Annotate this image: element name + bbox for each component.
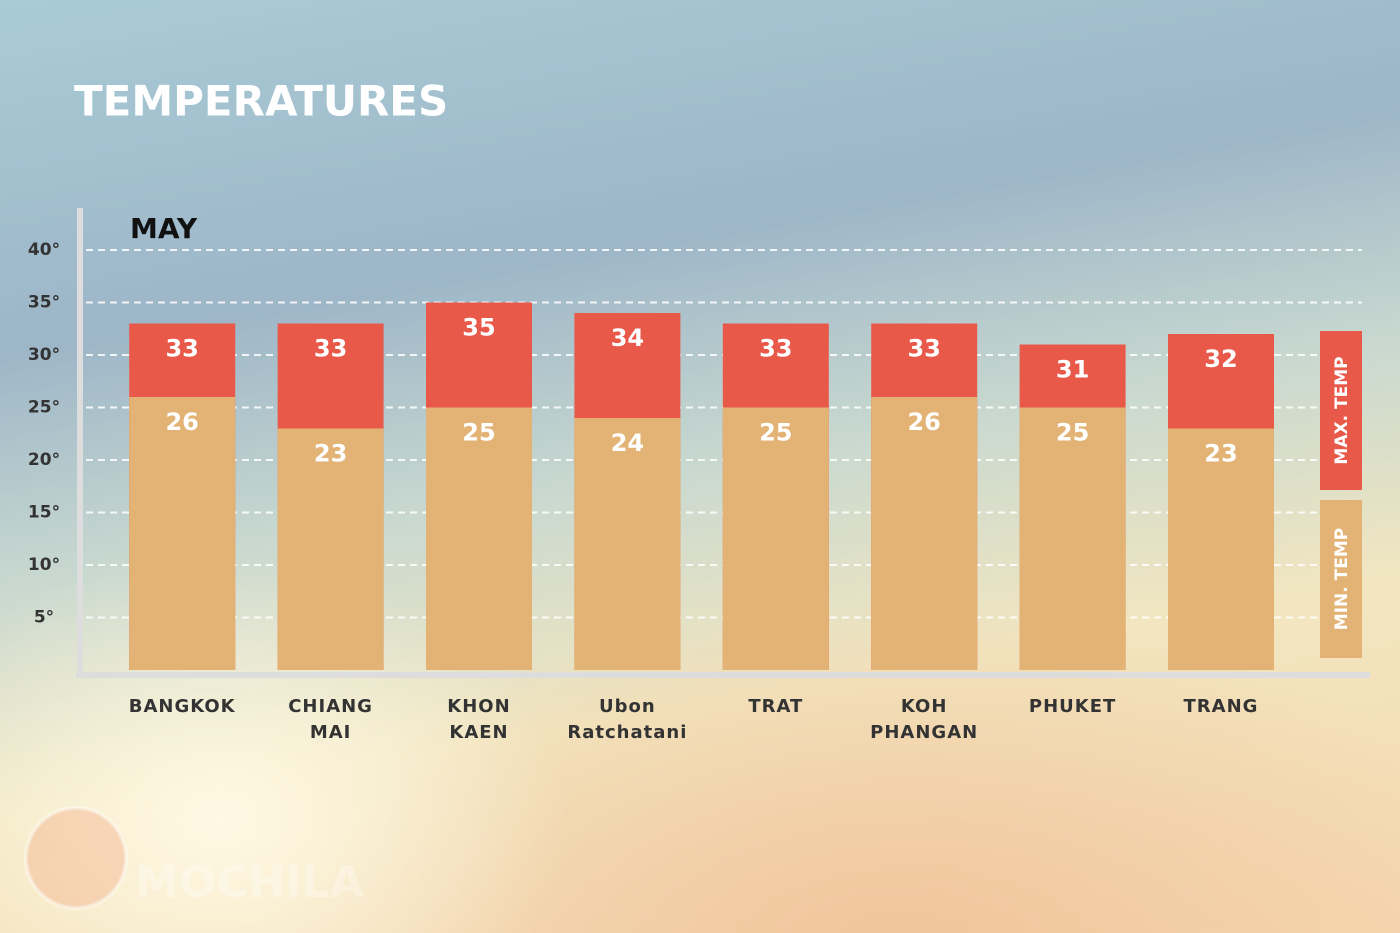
bar xyxy=(277,428,384,670)
y-tick-label: 25° xyxy=(28,398,60,418)
legend-swatch xyxy=(1320,331,1362,490)
chart-subtitle: MAY xyxy=(130,212,198,245)
value-label: 23 xyxy=(314,440,347,468)
y-tick-label: 30° xyxy=(28,345,60,365)
value-label: 33 xyxy=(907,335,940,363)
x-tick-label: TRANG xyxy=(1183,696,1259,717)
y-tick-label: 40° xyxy=(28,240,60,260)
value-label: 33 xyxy=(314,335,347,363)
x-tick-label: KOH PHANGAN xyxy=(870,696,979,743)
x-tick-label: Ubon Ratchatani xyxy=(567,696,688,743)
value-label: 24 xyxy=(611,429,644,457)
value-label: 26 xyxy=(165,408,198,436)
value-label: 25 xyxy=(759,419,792,447)
x-tick-label: PHUKET xyxy=(1028,696,1117,717)
y-tick-label: 20° xyxy=(28,450,60,470)
bar xyxy=(871,397,978,670)
bar xyxy=(574,418,681,670)
x-tick-label: KHON KAEN xyxy=(447,696,511,743)
legend-swatch xyxy=(1320,500,1362,658)
y-tick-label: 10° xyxy=(28,555,60,575)
value-label: 25 xyxy=(462,419,495,447)
legend-label: MIN. TEMP xyxy=(1332,528,1352,630)
value-label: 33 xyxy=(759,335,792,363)
logo xyxy=(24,806,128,910)
value-label: 34 xyxy=(611,324,644,352)
bar xyxy=(426,407,532,670)
value-label: 23 xyxy=(1204,440,1237,468)
value-label: 31 xyxy=(1056,356,1089,384)
bar xyxy=(722,407,829,670)
value-label: 35 xyxy=(462,314,495,342)
bar xyxy=(129,397,236,670)
y-tick-label: 35° xyxy=(28,293,60,313)
x-tick-label: CHIANG MAI xyxy=(288,696,373,743)
value-label: 32 xyxy=(1204,345,1237,373)
legend-label: MAX. TEMP xyxy=(1332,356,1352,464)
value-label: 25 xyxy=(1056,419,1089,447)
y-tick-label: 15° xyxy=(28,503,60,523)
x-tick-label: TRAT xyxy=(748,696,804,717)
bar xyxy=(1168,428,1274,670)
y-tick-label: 5° xyxy=(34,608,54,628)
watermark: MOCHILA xyxy=(135,857,364,908)
value-label: 33 xyxy=(165,335,198,363)
bar xyxy=(1019,407,1126,670)
value-label: 26 xyxy=(907,408,940,436)
chart-title: TEMPERATURES xyxy=(74,77,448,126)
x-tick-label: BANGKOK xyxy=(128,696,236,717)
